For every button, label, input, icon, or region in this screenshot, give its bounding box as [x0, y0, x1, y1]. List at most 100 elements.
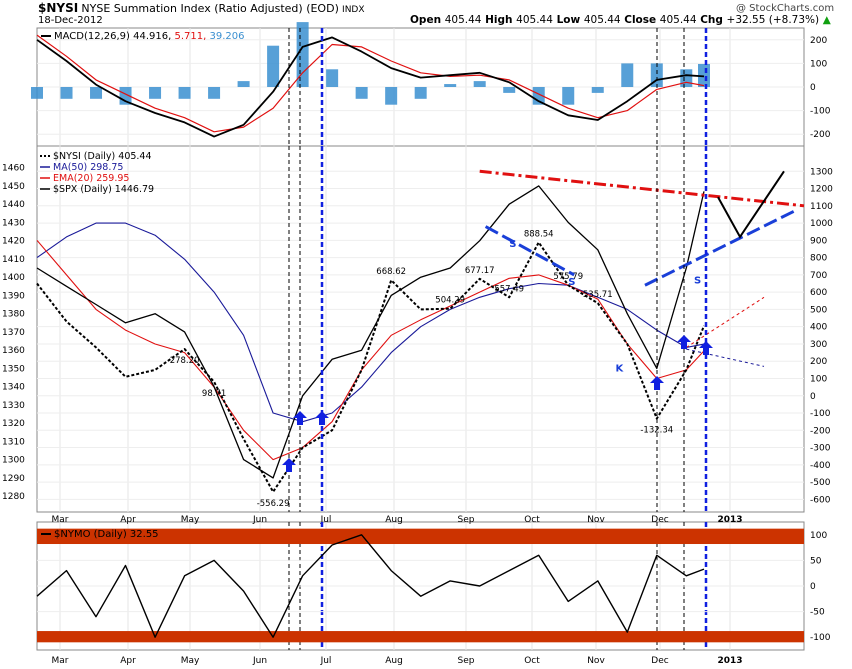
main-right-y-tick-label: 600: [810, 288, 827, 298]
month-tick-label-bottom: Jun: [252, 656, 267, 666]
close-value: 405.44: [659, 14, 697, 26]
blue-left-shoulder-line: [484, 225, 575, 277]
macd-histogram-bar: [562, 87, 575, 105]
main-legend-label: $SPX (Daily) 1446.79: [53, 184, 154, 195]
high-label: High: [485, 14, 513, 26]
macd-histogram-bar: [60, 87, 73, 99]
spx-line: [36, 185, 705, 479]
main-legend-label: $NYSI (Daily) 405.44: [53, 151, 152, 162]
ma-projection: [686, 348, 765, 367]
ohlc-readout: Open 405.44 High 405.44 Low 405.44 Close…: [410, 14, 831, 26]
main-left-y-tick-label: 1380: [2, 310, 25, 320]
up-arrow-icon: [282, 458, 296, 472]
main-right-y-tick-label: 1000: [810, 219, 833, 229]
macd-histogram-bar: [149, 87, 162, 99]
up-arrow-icon: [315, 411, 329, 425]
nymo-overbought-band: [37, 528, 804, 545]
main-left-y-tick-label: 1300: [2, 456, 25, 466]
nymo-y-tick-label: 50: [810, 556, 822, 566]
main-panel-frame: [36, 145, 805, 513]
month-tick-label: Aug: [385, 515, 403, 525]
main-left-y-tick-label: 1440: [2, 200, 25, 210]
nysi-value-annotation: 575.79: [553, 272, 583, 282]
macd-y-tick-label: 200: [810, 36, 827, 46]
main-right-y-tick-label: -400: [810, 461, 831, 471]
month-tick-label: Oct: [524, 515, 540, 525]
month-tick-label: Dec: [651, 515, 668, 525]
nymo-y-tick-label: -50: [810, 608, 825, 618]
nysi-value-annotation: 557.49: [494, 284, 524, 294]
macd-histogram-bar: [208, 87, 221, 99]
close-label: Close: [624, 14, 657, 26]
month-tick-label-bottom: Dec: [651, 656, 668, 666]
main-right-y-tick-label: -300: [810, 444, 831, 454]
month-tick-label-bottom: Aug: [385, 656, 403, 666]
macd-histogram-bar: [267, 45, 280, 87]
month-tick-label-bottom: Oct: [524, 656, 540, 666]
nysi-value-annotation: -132.34: [640, 426, 673, 436]
macd-histogram-bar: [503, 87, 516, 93]
nysi-value-annotation: 504.29: [435, 296, 465, 306]
main-left-y-tick-label: 1320: [2, 419, 25, 429]
blue-neckline: [644, 207, 799, 287]
macd-histogram-bar: [90, 87, 103, 99]
nymo-legend-label: $NYMO (Daily) 32.55: [54, 529, 159, 540]
ema20-line: [36, 239, 705, 461]
macd-histogram-bar: [326, 69, 339, 87]
main-right-y-tick-label: -200: [810, 426, 831, 436]
pattern-label: S: [509, 239, 516, 250]
main-right-y-tick-label: -500: [810, 478, 831, 488]
projected-path: [717, 170, 785, 239]
main-left-y-tick-label: 1420: [2, 237, 25, 247]
nysi-value-annotation: 278.20: [170, 356, 200, 366]
up-arrow-icon: [699, 341, 713, 355]
macd-histogram-bar: [385, 87, 398, 105]
main-left-y-tick-label: 1330: [2, 401, 25, 411]
nysi-value-annotation: 677.17: [465, 266, 495, 276]
pattern-label: K: [615, 364, 624, 375]
nymo-oversold-band: [37, 631, 804, 643]
main-left-y-tick-label: 1310: [2, 437, 25, 447]
symbol: $NYSI: [38, 1, 79, 15]
main-left-y-tick-label: 1280: [2, 492, 25, 502]
exchange: INDX: [342, 5, 365, 15]
main-left-y-tick-label: 1350: [2, 364, 25, 374]
nysi-line: [36, 241, 705, 493]
nysi-value-annotation: 668.62: [376, 267, 406, 277]
main-right-y-tick-label: 1100: [810, 202, 833, 212]
main-right-y-tick-label: 800: [810, 254, 827, 264]
main-legend-label: MA(50) 298.75: [53, 162, 123, 173]
low-value: 405.44: [583, 14, 621, 26]
main-left-y-tick-label: 1340: [2, 383, 25, 393]
up-arrow-icon: [293, 411, 307, 425]
main-left-y-tick-label: 1290: [2, 474, 25, 484]
description: NYSE Summation Index (Ratio Adjusted) (E…: [81, 2, 339, 15]
nysi-value-annotation: 98.71: [202, 389, 226, 399]
month-tick-label: Apr: [120, 515, 136, 525]
watermark: @ StockCharts.com: [736, 3, 835, 14]
chg-up-icon: ▲: [822, 14, 831, 26]
symbol-title: $NYSI NYSE Summation Index (Ratio Adjust…: [38, 1, 365, 15]
main-right-y-tick-label: -100: [810, 409, 831, 419]
main-legend-label: EMA(20) 259.95: [53, 173, 129, 184]
main-right-y-tick-label: 1200: [810, 185, 833, 195]
main-right-y-tick-label: 1300: [810, 167, 833, 177]
up-arrow-icon: [650, 376, 664, 390]
macd-line: [36, 36, 705, 138]
nymo-y-tick-label: 100: [810, 531, 827, 541]
high-value: 405.44: [516, 14, 553, 26]
macd-y-tick-label: 0: [810, 83, 816, 93]
ma50-line: [36, 222, 705, 423]
nymo-y-tick-label: 0: [810, 582, 816, 592]
pattern-label: S: [694, 276, 701, 287]
red-resistance-trendline: [479, 169, 805, 208]
month-tick-label: 2013: [717, 515, 742, 525]
macd-histogram-bar: [237, 81, 250, 87]
macd-histogram-bar: [591, 87, 604, 93]
month-tick-label-bottom: Jul: [320, 656, 332, 666]
main-left-y-tick-label: 1460: [2, 164, 25, 174]
main-right-y-tick-label: 500: [810, 305, 827, 315]
main-left-y-tick-label: 1360: [2, 346, 25, 356]
main-right-y-tick-label: 0: [810, 392, 816, 402]
